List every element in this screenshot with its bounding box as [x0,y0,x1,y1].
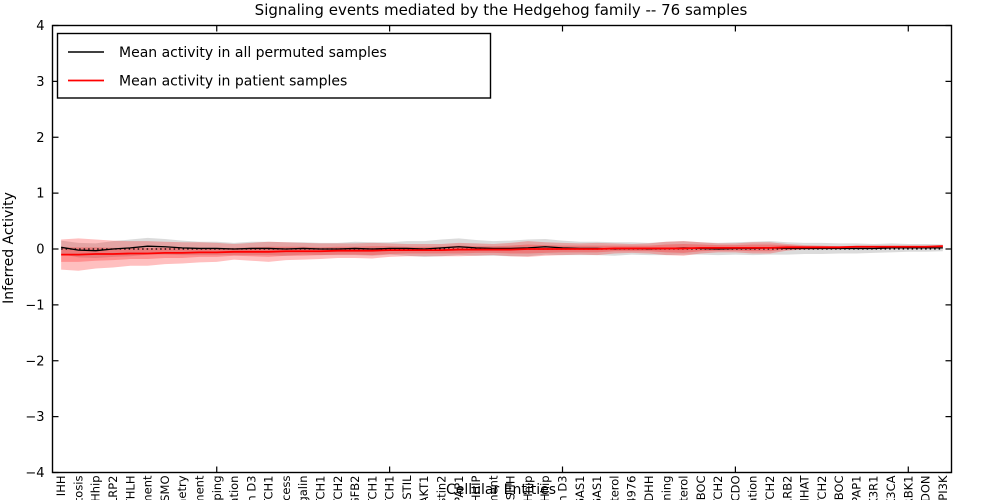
x-category-label: DHH N/Hhip [538,476,552,500]
x-category-label: mol:Cholesterol [607,476,621,500]
x-category-label: SHH Np/Cholesterol [677,476,691,500]
x-category-label: mol:Vitamin D3 [556,476,570,500]
x-category-label: PTCH2 [815,476,829,500]
x-category-label: mesenchymal cell differentiation [746,476,760,500]
y-axis-label: Inferred Activity [1,192,17,304]
legend-box [56,32,492,99]
patient-mean-line [61,245,943,256]
x-category-label: DHH [642,476,656,500]
y-tick-label: −3 [25,410,44,425]
x-category-label: dorsoventral neural tube patterning [659,476,673,500]
x-category-label: PIK3R1 [867,476,881,500]
x-category-label: catabolic process [279,475,293,500]
x-category-label: DHH N/PTCH2 [763,476,777,500]
x-category-label: heart looping [210,476,224,500]
x-category-label: SMO [158,476,172,500]
x-category-label: IHH N/PTCH1 [365,476,379,500]
x-category-label: HHIP [469,475,483,500]
x-category-label: pancreas development [486,475,500,500]
y-tick-label: 2 [36,131,44,146]
x-category-label: skeletal system development [141,475,155,500]
x-category-label: GAS1 [590,476,604,500]
x-category-label: Megalin/LRPAP1 [452,475,466,500]
x-category-label: IHH N/PTCH2 [331,476,345,500]
x-category-label: PIK3CA [884,475,898,500]
chart-title: Signaling events mediated by the Hedgeho… [255,1,748,19]
x-category-label: ARRB2 [780,476,794,500]
y-tick-label: −2 [25,354,44,369]
y-tick-label: 0 [36,243,44,258]
x-category-label: HHAT [798,475,812,500]
x-category-label: CDON [919,476,933,500]
x-axis-label: Cellular Entities [446,482,556,498]
x-category-label: BOC [832,476,846,500]
y-tick-label: 4 [36,19,44,34]
x-category-label: STIL [400,475,414,500]
x-category-label: SHH Np/Cholesterol/Megalin [296,476,310,500]
x-category-label: IHH [54,476,68,497]
x-category-label: IHH N/Hhip [89,476,103,500]
x-category-label: SHH Np/Cholesterol/CDO [728,476,742,500]
x-category-label: LRP2 [106,476,120,500]
legend: Mean activity in all permuted samples Me… [56,32,492,99]
x-category-label: receptor-mediated endocytosis [71,476,85,500]
y-tick-label: 3 [36,75,44,90]
x-category-label: SHH Np/Cholesterol/PTCH1 [383,476,397,500]
x-category-label: somite specification [227,476,241,500]
x-category-label: SHH Np/Cholesterol/GAS1 [573,476,587,500]
x-category-label: EntrezGene:84976 [625,476,639,500]
x-category-label: LRPAP1 [849,476,863,500]
x-category-label: TGFB2 [348,476,362,500]
legend-label-permuted: Mean activity in all permuted samples [119,45,387,61]
permuted-mean-line [61,245,943,252]
x-category-label: ADRBK1 [901,476,915,500]
x-category-label: heart development [192,475,206,500]
legend-label-patient: Mean activity in patient samples [119,73,347,89]
band-patient-spread-outer [61,238,943,271]
x-category-label: SHH Np/Cholesterol/BOC [694,476,708,500]
x-category-label: AKT1 [417,476,431,500]
x-category-label: DHH N/PTCH1 [313,476,327,500]
x-category-label: PI3K [936,475,950,500]
plot-area: −4 −3 −2 −1 0 1 2 3 4 IHHreceptor-mediated endocy… [25,19,953,500]
x-category-label: SHH Np/Cholesterol/Hhip [521,476,535,500]
x-category-label: SMO/Vitamin D3 [244,476,258,500]
x-category-label: determination of left/right symmetry [175,475,189,500]
x-category-label: SHH Np/Cholesterol/PTCH2 [711,476,725,500]
y-tick-label: −4 [25,466,44,481]
x-category-label: PTCH1 [262,476,276,500]
y-tick-label: −1 [25,298,44,313]
x-category-label: PTHLH [123,476,137,500]
x-category-label: SHH [504,476,518,500]
y-tick-label: 1 [36,187,44,202]
x-category-label: SMO/beta Arrestin2 [435,475,449,500]
